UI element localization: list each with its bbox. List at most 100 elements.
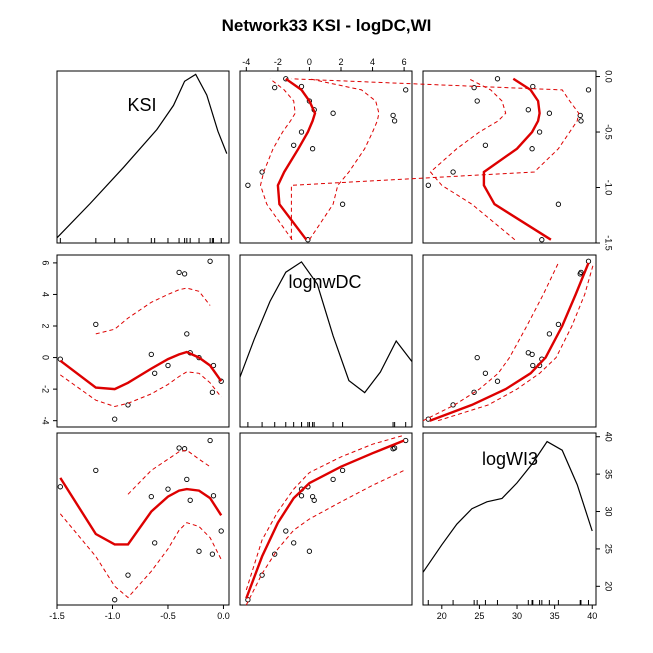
data-point-KSI-vs-lognwDC [309, 146, 316, 152]
chart-title: Network33 KSI - logDC,WI [221, 16, 432, 35]
data-point-KSI-vs-logWI3 [450, 169, 456, 175]
data-point-KSI-vs-lognwDC [245, 182, 251, 188]
data-point-logWI3-vs-lognwDC [403, 437, 409, 444]
data-point-lognwDC-vs-logWI3 [482, 370, 489, 376]
tick-label-KSI: -0.5 [160, 611, 176, 621]
diagonal-label-KSI: KSI [127, 95, 156, 115]
data-point-logWI3-vs-lognwDC [339, 467, 346, 474]
data-point-logWI3-vs-KSI [176, 445, 182, 451]
confidence-band-upper-KSI-vs-logWI3 [290, 78, 580, 240]
confidence-band-upper-logWI3-vs-KSI [127, 449, 211, 495]
data-point-KSI-vs-logWI3 [577, 112, 583, 119]
data-point-KSI-vs-lognwDC [403, 87, 409, 93]
data-point-logWI3-vs-KSI [148, 493, 154, 500]
data-point-logWI3-vs-lognwDC [330, 476, 336, 483]
tick-label-logWI3: 20 [604, 581, 614, 591]
confidence-band-upper-lognwDC-vs-KSI [95, 287, 211, 335]
data-point-KSI-vs-logWI3 [555, 201, 562, 207]
data-point-lognwDC-vs-KSI [93, 321, 99, 328]
tick-label-logWI3: 35 [550, 611, 560, 621]
confidence-band-lower-logWI3-vs-KSI [59, 513, 222, 599]
data-point-KSI-vs-logWI3 [529, 146, 535, 152]
data-point-KSI-vs-logWI3 [536, 129, 543, 135]
data-point-lognwDC-vs-KSI [209, 389, 216, 395]
data-point-KSI-vs-lognwDC [391, 118, 398, 124]
tick-label-logWI3: 20 [437, 611, 447, 621]
data-point-lognwDC-vs-KSI [165, 362, 171, 369]
data-point-logWI3-vs-KSI [165, 486, 171, 492]
data-point-lognwDC-vs-KSI [184, 331, 190, 337]
data-point-lognwDC-vs-logWI3 [577, 271, 583, 277]
data-point-logWI3-vs-lognwDC [306, 548, 313, 554]
tick-label-logWI3: 25 [604, 544, 614, 554]
tick-label-KSI: -1.0 [604, 180, 614, 196]
data-point-KSI-vs-logWI3 [578, 118, 584, 124]
diagonal-label-lognwDC: lognwDC [288, 272, 361, 292]
data-point-lognwDC-vs-logWI3 [494, 378, 501, 384]
data-point-lognwDC-vs-KSI [176, 269, 182, 276]
tick-label-logWI3: 40 [587, 611, 597, 621]
tick-label-lognwDC: -2 [274, 57, 282, 67]
data-point-lognwDC-vs-KSI [207, 258, 213, 264]
data-point-logWI3-vs-lognwDC [390, 446, 396, 452]
data-point-logWI3-vs-KSI [93, 467, 99, 474]
smooth-line-logWI3-vs-KSI [59, 477, 223, 546]
tick-label-KSI: -0.5 [604, 124, 614, 140]
tick-label-KSI: 0.0 [217, 611, 230, 621]
data-point-logWI3-vs-lognwDC [311, 497, 317, 503]
data-point-lognwDC-vs-KSI [218, 378, 224, 384]
tick-label-logWI3: 30 [512, 611, 522, 621]
confidence-band-lower-logWI3-vs-lognwDC [245, 469, 405, 606]
confidence-band-lower-KSI-vs-lognwDC [259, 78, 296, 240]
data-point-lognwDC-vs-KSI [125, 402, 131, 408]
data-point-KSI-vs-logWI3 [585, 87, 592, 93]
tick-label-KSI: -1.5 [604, 235, 614, 251]
data-point-KSI-vs-logWI3 [546, 110, 553, 116]
data-point-KSI-vs-lognwDC [298, 129, 305, 135]
diagonal-label-logWI3: logWI3 [482, 449, 538, 469]
panel-frame-lognwDC-KSI [56, 254, 230, 428]
data-point-logWI3-vs-KSI [57, 484, 63, 490]
data-point-logWI3-vs-KSI [210, 493, 217, 499]
tick-label-lognwDC: 4 [41, 292, 51, 297]
data-point-logWI3-vs-KSI [207, 437, 213, 444]
panel-frame-lognwDC-lognwDC [239, 254, 413, 428]
data-point-KSI-vs-lognwDC [330, 110, 336, 116]
tick-label-lognwDC: -4 [41, 417, 51, 425]
data-point-logWI3-vs-KSI [112, 597, 118, 603]
panel-frame-KSI-logWI3 [422, 70, 597, 244]
data-point-logWI3-vs-KSI [125, 572, 131, 578]
data-point-KSI-vs-lognwDC [259, 169, 265, 175]
tick-label-lognwDC: 6 [402, 57, 407, 67]
data-point-lognwDC-vs-logWI3 [471, 389, 477, 395]
data-point-lognwDC-vs-logWI3 [546, 331, 553, 337]
data-point-logWI3-vs-lognwDC [283, 528, 289, 534]
tick-label-lognwDC: 2 [338, 57, 343, 67]
data-point-KSI-vs-lognwDC [339, 201, 346, 207]
data-point-KSI-vs-logWI3 [471, 84, 477, 91]
tick-label-lognwDC: 4 [370, 57, 375, 67]
data-point-lognwDC-vs-logWI3 [555, 321, 562, 328]
data-point-logWI3-vs-KSI [218, 528, 224, 534]
density-curve-lognwDC [239, 261, 413, 394]
panel-frame-logWI3-KSI [56, 432, 230, 606]
data-point-lognwDC-vs-KSI [112, 416, 118, 422]
smooth-line-lognwDC-vs-KSI [59, 350, 223, 391]
data-point-KSI-vs-logWI3 [425, 182, 431, 188]
panel-frame-logWI3-lognwDC [239, 432, 413, 606]
smooth-line-logWI3-vs-lognwDC [245, 439, 405, 599]
data-point-lognwDC-vs-logWI3 [474, 354, 480, 361]
tick-label-lognwDC: 0 [41, 355, 51, 360]
data-point-logWI3-vs-KSI [184, 476, 190, 483]
tick-label-KSI: 0.0 [604, 70, 614, 83]
data-point-KSI-vs-lognwDC [291, 142, 297, 148]
confidence-band-lower-KSI-vs-logWI3 [429, 78, 516, 241]
data-point-KSI-vs-lognwDC [272, 84, 278, 91]
tick-label-lognwDC: -2 [41, 385, 51, 393]
smooth-line-KSI-vs-lognwDC [276, 77, 317, 241]
data-point-lognwDC-vs-KSI [181, 271, 188, 277]
confidence-band-upper-logWI3-vs-lognwDC [245, 434, 405, 591]
data-point-logWI3-vs-lognwDC [291, 540, 297, 546]
data-point-KSI-vs-logWI3 [474, 98, 480, 104]
